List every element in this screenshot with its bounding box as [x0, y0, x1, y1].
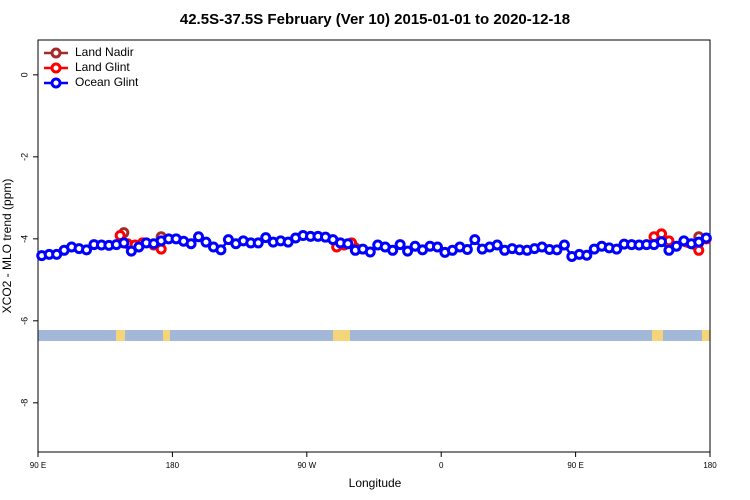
land-mask-strip	[38, 330, 710, 341]
data-point	[387, 244, 399, 256]
land-patch	[652, 330, 663, 341]
legend-marker	[50, 47, 62, 59]
data-point	[185, 238, 197, 250]
x-tick-label: 180	[166, 461, 180, 470]
data-point	[611, 243, 623, 255]
data-point	[200, 236, 212, 248]
data-point	[364, 246, 376, 258]
y-tick-label: -2	[19, 153, 29, 161]
y-tick-label: -8	[19, 399, 29, 407]
land-patch	[116, 330, 125, 341]
data-point	[491, 239, 503, 251]
x-tick-label: 180	[703, 461, 717, 470]
data-point	[431, 241, 443, 253]
x-tick-label: 90 E	[567, 461, 583, 470]
data-point	[670, 240, 682, 252]
x-tick-label: 90 W	[297, 461, 316, 470]
data-point	[655, 236, 667, 248]
legend-marker	[50, 62, 62, 74]
land-patch	[333, 330, 350, 341]
ocean-strip	[38, 330, 710, 341]
data-point	[394, 239, 406, 251]
data-point	[215, 244, 227, 256]
data-point	[551, 244, 563, 256]
chart-title: 42.5S-37.5S February (Ver 10) 2015-01-01…	[180, 11, 570, 28]
land-patch	[702, 330, 710, 341]
x-tick-label: 90 E	[30, 461, 46, 470]
x-axis-label: Longitude	[349, 476, 402, 490]
legend-marker	[50, 77, 62, 89]
data-point	[402, 245, 414, 257]
plot-frame	[37, 39, 711, 453]
legend-label: Ocean Glint	[75, 75, 139, 89]
data-point	[118, 237, 130, 249]
data-point	[252, 237, 264, 249]
legend-label: Land Glint	[75, 60, 130, 74]
land-patch	[163, 330, 170, 341]
x-tick-label: 0	[439, 461, 444, 470]
y-tick-label: -4	[19, 235, 29, 243]
data-point	[260, 232, 272, 244]
data-point	[700, 232, 712, 244]
data-point	[342, 238, 354, 250]
data-point	[461, 243, 473, 255]
data-point	[193, 231, 205, 243]
data-point	[581, 249, 593, 261]
data-point	[81, 244, 93, 256]
y-tick-label: 0	[19, 72, 29, 77]
data-point	[469, 234, 481, 246]
y-axis-label: XCO2 - MLO trend (ppm)	[0, 179, 14, 314]
data-point	[558, 239, 570, 251]
y-tick-label: -6	[19, 317, 29, 325]
legend-label: Land Nadir	[75, 45, 134, 59]
